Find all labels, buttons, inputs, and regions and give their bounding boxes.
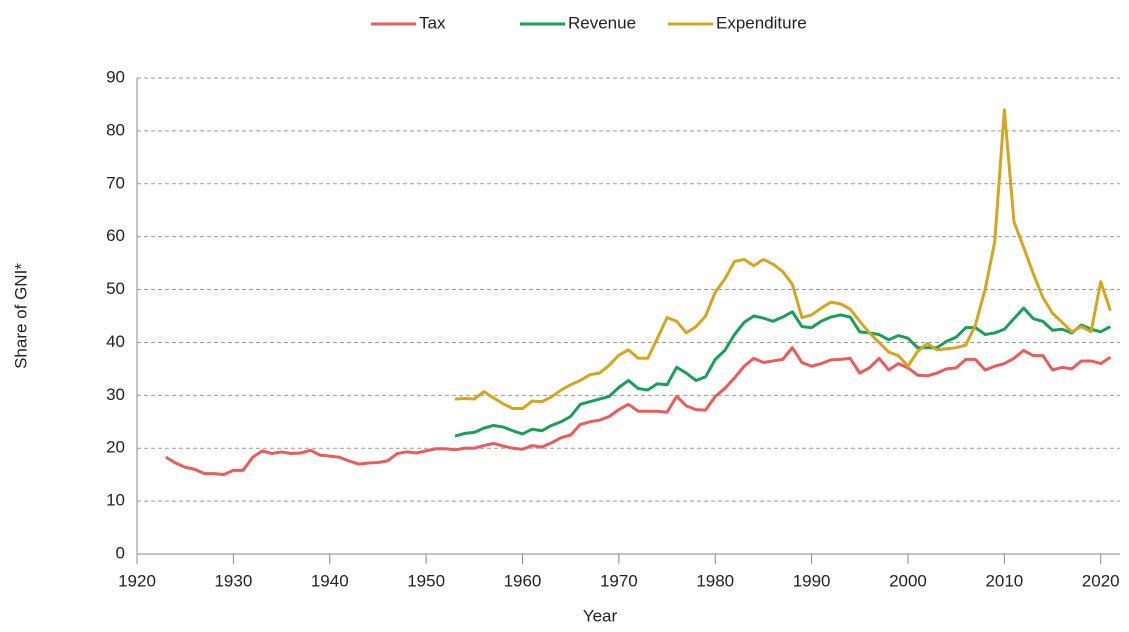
y-tick-label: 40 [106,332,125,351]
y-tick-label: 10 [106,491,125,510]
y-tick-label: 50 [106,279,125,298]
x-tick-label: 1970 [600,571,638,590]
x-tick-label: 2000 [889,571,927,590]
y-axis-label: Share of GNI* [11,263,30,369]
x-tick-label: 1940 [311,571,349,590]
x-tick-label: 1960 [504,571,542,590]
x-tick-label: 2020 [1082,571,1120,590]
y-tick-label: 90 [106,67,125,86]
legend-label: Revenue [568,13,636,32]
x-tick-label: 1930 [214,571,252,590]
line-series [165,346,1112,477]
y-tick-label: 30 [106,385,125,404]
x-tick-label: 2010 [985,571,1023,590]
y-tick-label: 20 [106,438,125,457]
x-tick-label: 1920 [118,571,156,590]
x-tick-label: 1950 [407,571,445,590]
line-series [454,306,1112,438]
legend-label: Expenditure [716,13,807,32]
y-tick-label: 0 [116,543,125,562]
y-tick-label: 70 [106,173,125,192]
y-tick-label: 60 [106,226,125,245]
x-tick-label: 1980 [696,571,734,590]
x-tick-label: 1990 [793,571,831,590]
x-axis-label: Year [583,606,618,625]
y-tick-label: 80 [106,120,125,139]
line-series [454,108,1112,411]
legend-label: Tax [419,13,446,32]
